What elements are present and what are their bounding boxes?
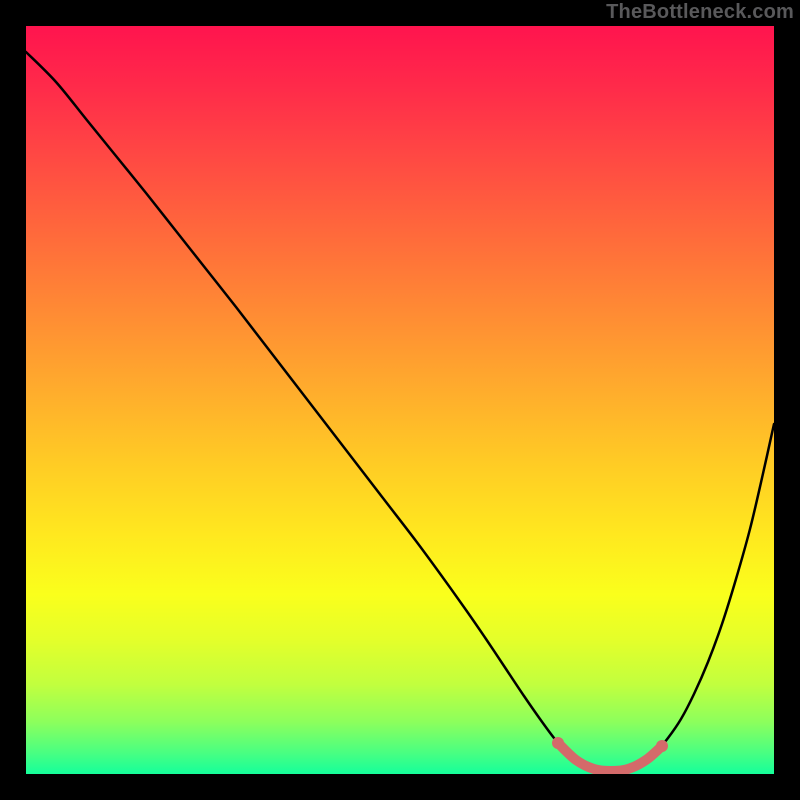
watermark-text: TheBottleneck.com [606,1,794,24]
highlight-start-dot [552,737,564,749]
main-curve [26,52,774,771]
chart-frame: TheBottleneck.com [0,0,800,800]
plot-area [26,26,774,774]
curve-layer [26,26,774,774]
highlight-end-dot [656,740,668,752]
highlight-segment [558,743,662,771]
